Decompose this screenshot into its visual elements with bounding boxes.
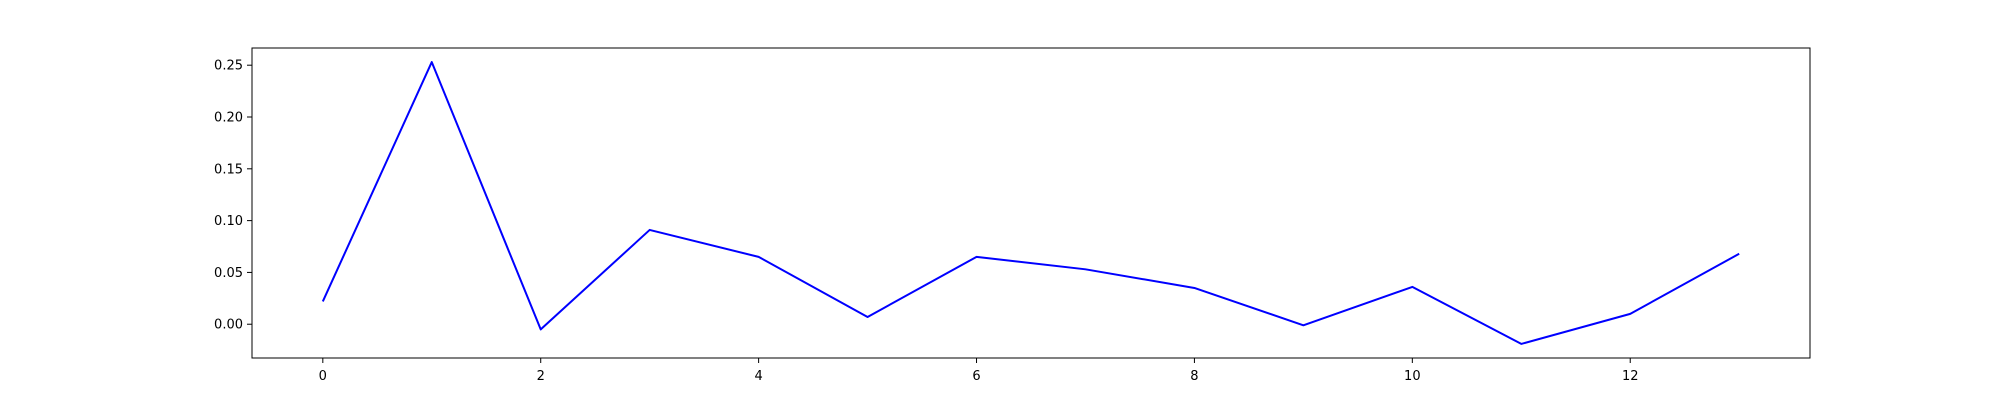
x-tick-label: 2 [537, 369, 545, 384]
y-tick-label: 0.15 [214, 162, 243, 177]
y-tick-label: 0.00 [214, 318, 243, 333]
x-tick-label: 10 [1404, 369, 1421, 384]
y-tick-label: 0.10 [214, 214, 243, 229]
x-tick-label: 12 [1622, 369, 1639, 384]
series-layer [321, 61, 1740, 345]
x-tick-label: 4 [754, 369, 762, 384]
y-axis: 0.00 0.05 0.10 0.15 0.20 0.25 [214, 59, 252, 333]
series-line-0 [321, 61, 1740, 345]
y-tick-label: 0.20 [214, 111, 243, 126]
x-axis: 0 2 4 6 8 10 12 [319, 358, 1639, 384]
y-tick-label: 0.25 [214, 59, 243, 74]
x-tick-label: 0 [319, 369, 327, 384]
plot-area-frame [251, 47, 1811, 359]
y-tick-label: 0.05 [214, 266, 243, 281]
x-tick-label: 6 [972, 369, 980, 384]
x-tick-label: 8 [1190, 369, 1198, 384]
